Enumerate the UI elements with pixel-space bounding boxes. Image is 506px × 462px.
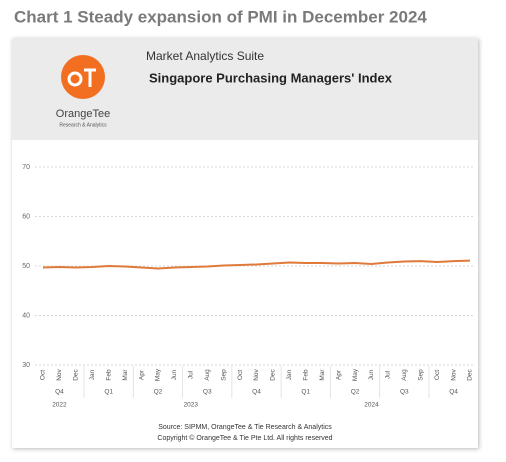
x-tick-label: Nov bbox=[56, 368, 63, 380]
x-tick-label: May bbox=[155, 368, 162, 381]
x-tick-label: Dec bbox=[270, 368, 277, 380]
x-tick-label: Mar bbox=[319, 369, 326, 381]
quarter-label: Q1 bbox=[104, 389, 113, 396]
x-tick-label: Nov bbox=[450, 368, 457, 380]
x-tick-label: Jun bbox=[171, 369, 178, 380]
quarter-label: Q3 bbox=[203, 389, 212, 396]
x-tick-label: Oct bbox=[434, 370, 441, 380]
x-tick-label: Feb bbox=[302, 369, 309, 381]
x-tick-label: Jan bbox=[286, 369, 293, 380]
y-tick-label: 60 bbox=[22, 213, 30, 220]
x-tick-label: Dec bbox=[467, 368, 474, 380]
logo-tagline: Research & Analytics bbox=[59, 122, 107, 128]
x-tick-label: Mar bbox=[122, 369, 129, 381]
x-tick-label: Nov bbox=[253, 368, 260, 380]
chart-title: Singapore Purchasing Managers' Index bbox=[149, 70, 393, 85]
logo-t bbox=[84, 68, 96, 87]
quarter-label: Q4 bbox=[449, 389, 458, 396]
year-label: 2024 bbox=[364, 402, 379, 409]
source: Source: SIPMM, OrangeTee & Tie Research … bbox=[158, 424, 332, 431]
y-tick-label: 50 bbox=[22, 263, 30, 270]
x-tick-label: Aug bbox=[204, 369, 211, 381]
x-tick-label: May bbox=[352, 368, 359, 381]
x-tick-label: Sep bbox=[417, 369, 424, 381]
year-label: 2023 bbox=[184, 402, 199, 409]
page-title: Chart 1 Steady expansion of PMI in Decem… bbox=[14, 7, 427, 26]
x-tick-label: Sep bbox=[220, 369, 227, 381]
quarter-label: Q1 bbox=[301, 389, 310, 396]
logo-o bbox=[67, 71, 83, 87]
year-label: 2022 bbox=[52, 402, 67, 409]
logo-icon bbox=[61, 55, 105, 99]
x-tick-label: Dec bbox=[73, 368, 80, 380]
x-tick-label: Jul bbox=[188, 370, 195, 379]
quarter-label: Q3 bbox=[400, 389, 409, 396]
y-tick-label: 30 bbox=[22, 362, 30, 369]
quarter-label: Q2 bbox=[154, 389, 163, 396]
x-tick-label: Oct bbox=[40, 370, 47, 380]
suite-name: Market Analytics Suite bbox=[146, 49, 264, 63]
x-tick-label: Feb bbox=[105, 369, 112, 381]
x-tick-label: Apr bbox=[138, 369, 145, 380]
quarter-label: Q4 bbox=[55, 389, 64, 396]
x-tick-label: Jan bbox=[89, 369, 96, 380]
y-tick-label: 40 bbox=[22, 312, 30, 319]
x-tick-label: Apr bbox=[335, 369, 342, 380]
x-tick-label: Jun bbox=[368, 369, 375, 380]
quarter-label: Q2 bbox=[351, 389, 360, 396]
quarter-label: Q4 bbox=[252, 389, 261, 396]
x-tick-label: Jul bbox=[385, 370, 392, 379]
x-tick-label: Oct bbox=[237, 370, 244, 380]
pmi-line bbox=[42, 259, 471, 270]
copyright: Copyright © OrangeTee & Tie Pte Ltd. All… bbox=[157, 434, 332, 442]
x-tick-label: Aug bbox=[401, 369, 408, 381]
logo-name: OrangeTee bbox=[56, 108, 110, 120]
y-tick-label: 70 bbox=[22, 164, 30, 171]
